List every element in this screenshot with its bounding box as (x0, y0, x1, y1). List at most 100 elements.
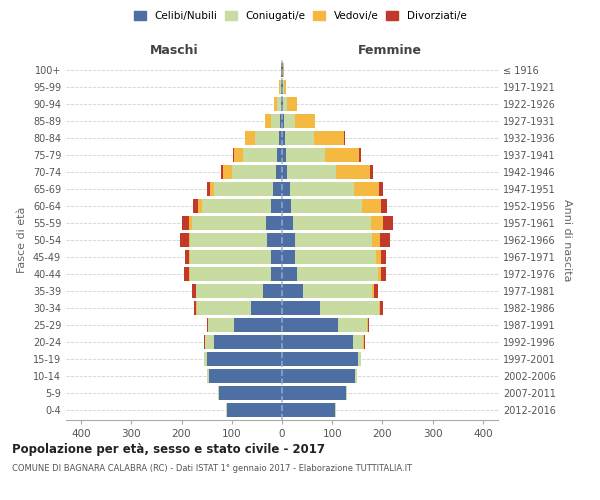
Bar (203, 335, 205, 349)
Bar (282, 233, 295, 247)
Bar (209, 369, 282, 383)
Bar (382, 199, 388, 213)
Bar (280, 80, 281, 94)
Bar (188, 233, 190, 247)
Bar (208, 318, 234, 332)
Bar (297, 267, 379, 281)
Bar (194, 301, 196, 315)
Bar (196, 284, 263, 298)
Bar (245, 131, 255, 145)
Bar (295, 233, 373, 247)
Bar (314, 131, 344, 145)
Bar (380, 301, 383, 315)
Bar (190, 250, 271, 264)
Bar (191, 216, 266, 230)
Bar (206, 318, 208, 332)
Bar (274, 97, 277, 111)
Bar (271, 199, 282, 213)
Bar (381, 250, 386, 264)
Bar (374, 284, 378, 298)
Bar (293, 216, 371, 230)
Bar (255, 131, 279, 145)
Bar (282, 131, 284, 145)
Legend: Celibi/Nubili, Coniugati/e, Vedovi/e, Divorziati/e: Celibi/Nubili, Coniugati/e, Vedovi/e, Di… (131, 8, 469, 24)
Bar (277, 97, 281, 111)
Bar (267, 233, 282, 247)
Bar (295, 250, 376, 264)
Bar (383, 216, 392, 230)
Bar (355, 369, 358, 383)
Bar (214, 335, 282, 349)
Bar (353, 335, 364, 349)
Text: COMUNE DI BAGNARA CALABRA (RC) - Dati ISTAT 1° gennaio 2017 - Elaborazione TUTTI: COMUNE DI BAGNARA CALABRA (RC) - Dati IS… (12, 464, 412, 473)
Bar (226, 403, 227, 417)
Bar (371, 216, 383, 230)
Bar (233, 148, 234, 162)
Bar (193, 199, 197, 213)
Bar (206, 369, 209, 383)
Bar (218, 386, 219, 400)
Bar (303, 284, 373, 298)
Bar (290, 182, 354, 196)
Bar (325, 148, 359, 162)
Bar (282, 148, 286, 162)
Bar (202, 199, 271, 213)
Bar (190, 233, 267, 247)
Bar (266, 216, 282, 230)
Bar (320, 301, 379, 315)
Bar (368, 318, 370, 332)
Bar (265, 114, 271, 128)
Bar (282, 335, 353, 349)
Text: Popolazione per età, sesso e stato civile - 2017: Popolazione per età, sesso e stato civil… (12, 442, 325, 456)
Bar (185, 250, 188, 264)
Bar (221, 165, 223, 179)
Text: Maschi: Maschi (149, 44, 199, 58)
Bar (271, 250, 282, 264)
Bar (205, 335, 214, 349)
Bar (359, 148, 361, 162)
Bar (379, 182, 383, 196)
Bar (284, 131, 314, 145)
Bar (282, 403, 335, 417)
Bar (243, 148, 277, 162)
Bar (380, 233, 390, 247)
Bar (223, 165, 232, 179)
Bar (281, 97, 282, 111)
Bar (373, 233, 380, 247)
Bar (370, 165, 373, 179)
Bar (234, 318, 282, 332)
Bar (287, 97, 297, 111)
Bar (336, 165, 370, 179)
Bar (282, 165, 287, 179)
Bar (358, 352, 361, 366)
Bar (379, 301, 380, 315)
Bar (232, 165, 276, 179)
Bar (282, 386, 346, 400)
Bar (282, 369, 355, 383)
Bar (283, 97, 287, 111)
Bar (263, 284, 282, 298)
Bar (271, 114, 280, 128)
Bar (273, 182, 282, 196)
Bar (282, 182, 290, 196)
Bar (206, 352, 282, 366)
Bar (284, 80, 286, 94)
Y-axis label: Anni di nascita: Anni di nascita (562, 198, 572, 281)
Bar (276, 165, 282, 179)
Bar (251, 301, 282, 315)
Bar (282, 216, 293, 230)
Bar (379, 267, 381, 281)
Bar (279, 131, 282, 145)
Bar (209, 182, 214, 196)
Bar (189, 216, 191, 230)
Bar (282, 352, 358, 366)
Bar (219, 386, 282, 400)
Bar (282, 284, 303, 298)
Bar (282, 97, 283, 111)
Bar (197, 199, 202, 213)
Bar (376, 250, 381, 264)
Bar (295, 114, 315, 128)
Y-axis label: Fasce di età: Fasce di età (17, 207, 27, 273)
Bar (283, 80, 284, 94)
Bar (184, 267, 189, 281)
